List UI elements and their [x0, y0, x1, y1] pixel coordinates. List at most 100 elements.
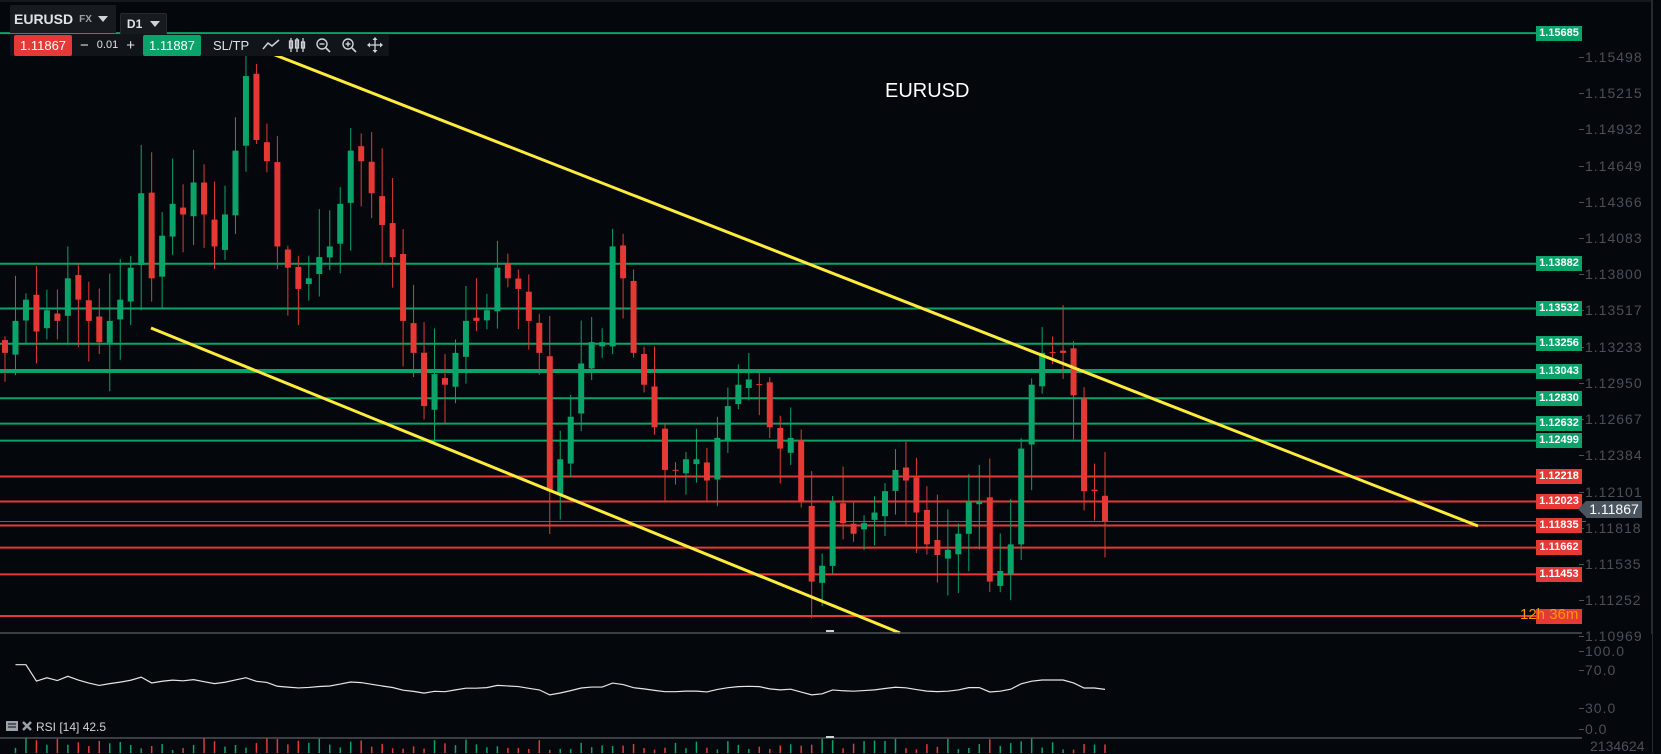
level-label: 1.11835 — [1536, 518, 1582, 534]
zoom-in-icon[interactable] — [339, 35, 359, 55]
price-tick: 1.14649 — [1579, 157, 1643, 174]
candle-body — [766, 382, 773, 428]
chevron-down-icon — [150, 21, 161, 27]
price-tick: 1.11252 — [1579, 592, 1642, 609]
volume-bars — [14, 738, 1106, 753]
price-tick: 1.15215 — [1579, 85, 1643, 102]
candle-body — [965, 501, 972, 534]
candle-body — [808, 505, 815, 582]
timeframe-selector[interactable]: D1 — [119, 13, 168, 35]
candle-body — [745, 379, 752, 388]
level-label: 1.12632 — [1536, 416, 1582, 432]
decrease-lot-button[interactable]: − — [80, 36, 89, 54]
candle-body — [871, 512, 878, 520]
level-label: 1.12023 — [1536, 494, 1582, 509]
trade-toolbar: 1.11867 − 0.01 + 1.11887 SL/TP — [10, 34, 390, 56]
candle-body — [504, 263, 511, 279]
level-label: 1.12499 — [1536, 433, 1582, 449]
candle-body — [651, 386, 658, 428]
candle-body — [1007, 544, 1014, 575]
candle-body — [127, 267, 134, 302]
indicator-close-icon[interactable] — [22, 720, 32, 734]
horizontal-levels — [0, 32, 1536, 617]
move-icon[interactable] — [365, 35, 385, 55]
candle-body — [588, 342, 595, 369]
candle-body — [630, 280, 637, 353]
timeframe-value: D1 — [126, 17, 143, 31]
rsi-line — [15, 664, 1106, 696]
candle-body — [567, 416, 574, 464]
level-label: 1.11662 — [1536, 540, 1582, 556]
symbol-selector[interactable]: EURUSD FX — [10, 5, 116, 33]
candle-body — [703, 462, 710, 481]
candle-body — [431, 374, 438, 410]
level-label: 1.13882 — [1536, 256, 1582, 272]
indicator-settings-icon[interactable] — [6, 720, 18, 734]
zoom-out-icon[interactable] — [313, 35, 333, 55]
candle-body — [735, 384, 742, 405]
level-label: 1.12830 — [1536, 390, 1582, 406]
candle-body — [599, 342, 606, 347]
candle-body — [274, 162, 281, 247]
candle-body — [902, 467, 909, 481]
candle-body — [662, 428, 668, 470]
buy-button[interactable]: 1.11887 — [142, 34, 202, 56]
market-type: FX — [79, 13, 92, 25]
candle-body — [75, 275, 82, 300]
candle-body — [1018, 448, 1025, 545]
price-tick: 1.13233 — [1579, 338, 1643, 355]
price-tick: 1.13800 — [1579, 266, 1643, 283]
candle-body — [379, 196, 386, 226]
candle-body — [798, 440, 805, 502]
candle-body — [169, 203, 176, 237]
candle-body — [138, 193, 145, 266]
price-tick: 1.11818 — [1579, 519, 1642, 536]
level-label: 1.12218 — [1536, 469, 1582, 485]
candle-body — [829, 501, 836, 566]
lot-size-input[interactable]: 0.01 — [96, 39, 119, 51]
candle-body — [892, 469, 899, 491]
candle-body — [557, 459, 564, 495]
candle-body — [1081, 398, 1088, 492]
price-tick: 1.14366 — [1579, 193, 1643, 210]
price-tick: 1.10969 — [1579, 628, 1643, 645]
price-tick: 1.12667 — [1579, 411, 1643, 428]
candle-body — [724, 406, 731, 442]
candle-body — [620, 245, 627, 279]
candle-body — [525, 291, 532, 321]
increase-lot-button[interactable]: + — [126, 36, 135, 54]
candle-body — [295, 266, 302, 289]
candle-body — [1060, 350, 1067, 353]
line-chart-icon[interactable] — [261, 35, 281, 55]
candle-body — [159, 235, 166, 277]
candles — [2, 53, 1108, 619]
candle-body — [1070, 348, 1077, 396]
level-label-hidden — [1536, 609, 1582, 624]
candlestick-icon[interactable] — [287, 35, 307, 55]
candle-body — [284, 249, 291, 268]
sell-button[interactable]: 1.11867 — [14, 34, 73, 56]
candle-body — [462, 320, 469, 357]
price-tick: 1.12101 — [1579, 483, 1643, 500]
upper-trendline[interactable] — [269, 51, 1479, 528]
price-tick: 1.14083 — [1579, 230, 1643, 246]
candle-body — [148, 192, 155, 279]
candle-body — [515, 278, 522, 289]
current-price-label: 1.11867 — [1578, 501, 1642, 518]
lower-trendline[interactable] — [150, 326, 901, 635]
candle-body — [347, 150, 354, 203]
candle-body — [1091, 489, 1098, 492]
candle-body — [693, 459, 700, 465]
candle-body — [777, 428, 784, 449]
candle-body — [85, 300, 92, 321]
candle-body — [578, 363, 585, 414]
candle-body — [609, 246, 616, 347]
candle-body — [201, 182, 208, 215]
candle-body — [253, 73, 260, 141]
candle-body — [337, 203, 344, 244]
sltp-button[interactable]: SL/TP — [213, 37, 250, 53]
candle-body — [986, 497, 993, 582]
price-tick: 1.12384 — [1579, 447, 1643, 464]
